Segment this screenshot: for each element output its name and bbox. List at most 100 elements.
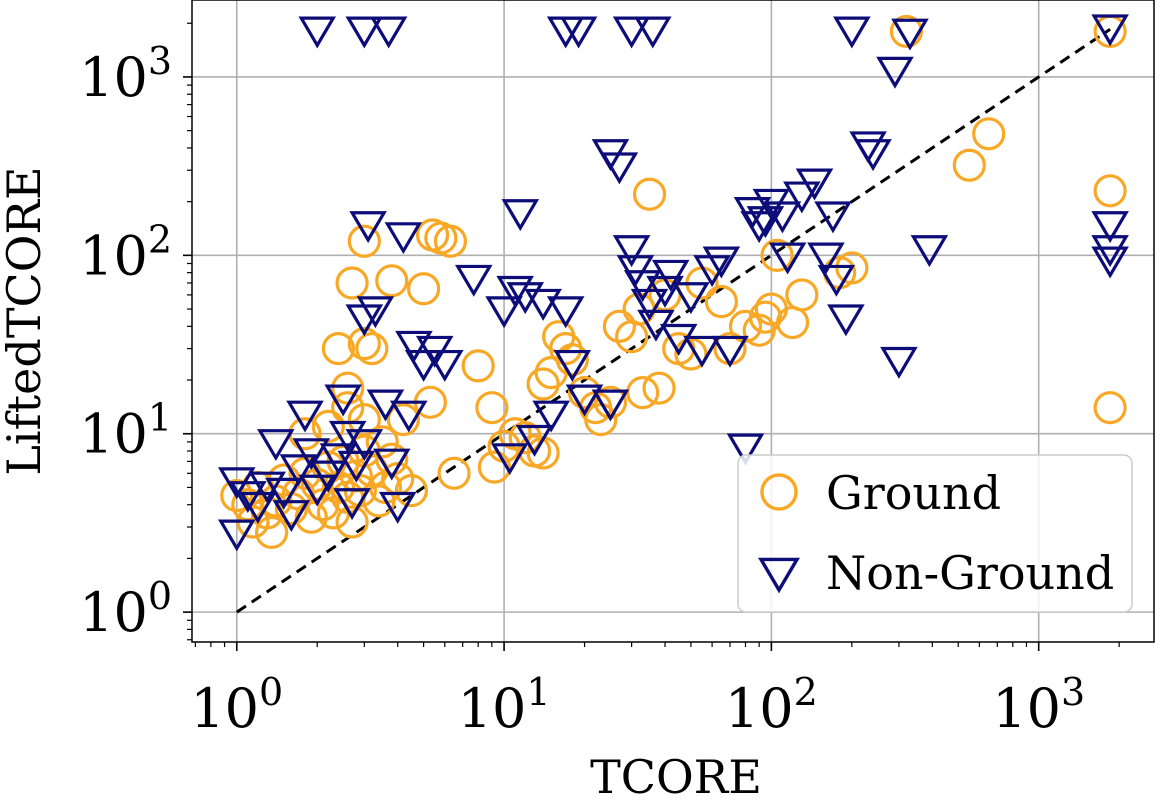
y-tick-label: 100 [79,574,172,644]
non-ground-point [485,296,523,329]
ground-point [437,456,471,490]
axis-ticks: 100 101 102 103 100 101 102 103 [79,22,1120,740]
non-ground-point [795,168,834,201]
ground-point [407,272,441,306]
non-ground-point [827,304,865,337]
ground-point [347,327,381,361]
non-ground-point [768,242,807,275]
non-ground-point [1091,211,1129,244]
ground-point [335,266,369,300]
non-ground-point [298,16,337,49]
ground-point [321,332,356,366]
non-ground-point [298,474,337,507]
data-points [217,14,1129,552]
non-ground-point [319,443,358,476]
ground-point [375,264,409,298]
ground-point [889,14,924,49]
non-ground-point [833,16,871,49]
non-ground-point [345,16,384,49]
ground-point [972,117,1006,151]
x-tick-label: 101 [458,670,551,740]
y-tick-label: 102 [79,217,172,287]
non-ground-point [559,16,598,49]
non-ground-point [623,270,662,303]
legend-marker-ground [760,473,798,511]
non-ground-point [612,235,651,268]
ground-point [347,403,381,437]
non-ground-point [349,211,387,244]
non-ground-point [651,259,690,292]
non-ground-point [783,181,821,214]
non-ground-point [553,349,592,382]
ground-point [386,403,420,437]
non-ground-point [1091,235,1129,268]
ground-point [602,309,636,343]
ground-point [785,278,819,312]
non-ground-point [389,400,428,433]
y-axis-label: LiftedTCORE [0,166,51,475]
non-ground-point [814,201,852,234]
non-ground-point [612,16,651,49]
non-ground-point [630,288,669,321]
ground-point [1093,174,1127,208]
non-ground-point [600,152,639,185]
series-ground [220,14,1127,549]
non-ground-point [292,438,331,471]
ground-point [475,391,509,425]
non-ground-point [591,389,630,422]
x-tick-label: 102 [725,670,818,740]
non-ground-point [1091,14,1129,47]
non-ground-point [372,448,411,481]
plot-frame [191,0,1155,643]
non-ground-point [740,211,778,244]
non-ground-point [356,296,395,329]
non-ground-point [337,450,376,483]
non-ground-point [546,296,585,329]
non-ground-point [248,471,287,504]
x-tick-label: 103 [992,670,1085,740]
non-ground-point [425,349,464,382]
non-ground-point [1091,246,1129,279]
ground-point [526,367,560,401]
y-tick-label: 101 [79,396,172,466]
ground-point [952,148,986,182]
non-ground-point [702,246,741,279]
ground-point [394,473,428,508]
ground-point [760,238,794,272]
ground-point [335,505,369,539]
legend-label: Non-Ground [826,546,1114,600]
identity-reference-line [235,28,1111,614]
ground-point [642,371,676,405]
ground-point [461,349,495,383]
non-ground-point [817,264,856,297]
non-ground-point [217,519,256,552]
non-ground-point [506,282,545,315]
non-ground-point [880,346,918,379]
non-ground-point [309,460,348,493]
ground-point [748,300,783,334]
ground-point [294,500,328,534]
legend: Ground Non-Ground [737,454,1133,613]
ground-point [433,224,468,258]
non-ground-point [384,222,423,255]
ground-point [626,376,660,410]
non-ground-point [345,429,384,462]
ground-point [311,409,345,443]
ground-point [220,478,254,513]
non-ground-point [532,400,570,433]
non-ground-point [524,288,562,321]
non-ground-point [286,400,324,433]
x-tick-label: 100 [190,670,283,740]
non-ground-point [683,335,721,368]
non-ground-point [229,481,267,514]
series-non-ground [217,14,1129,552]
non-ground-point [501,199,540,232]
ground-point [555,343,589,377]
ground-point [355,332,389,366]
legend-box [737,454,1133,613]
non-ground-point [910,235,949,268]
non-ground-point [490,443,529,476]
non-ground-point [369,16,408,49]
ground-point [255,515,289,549]
